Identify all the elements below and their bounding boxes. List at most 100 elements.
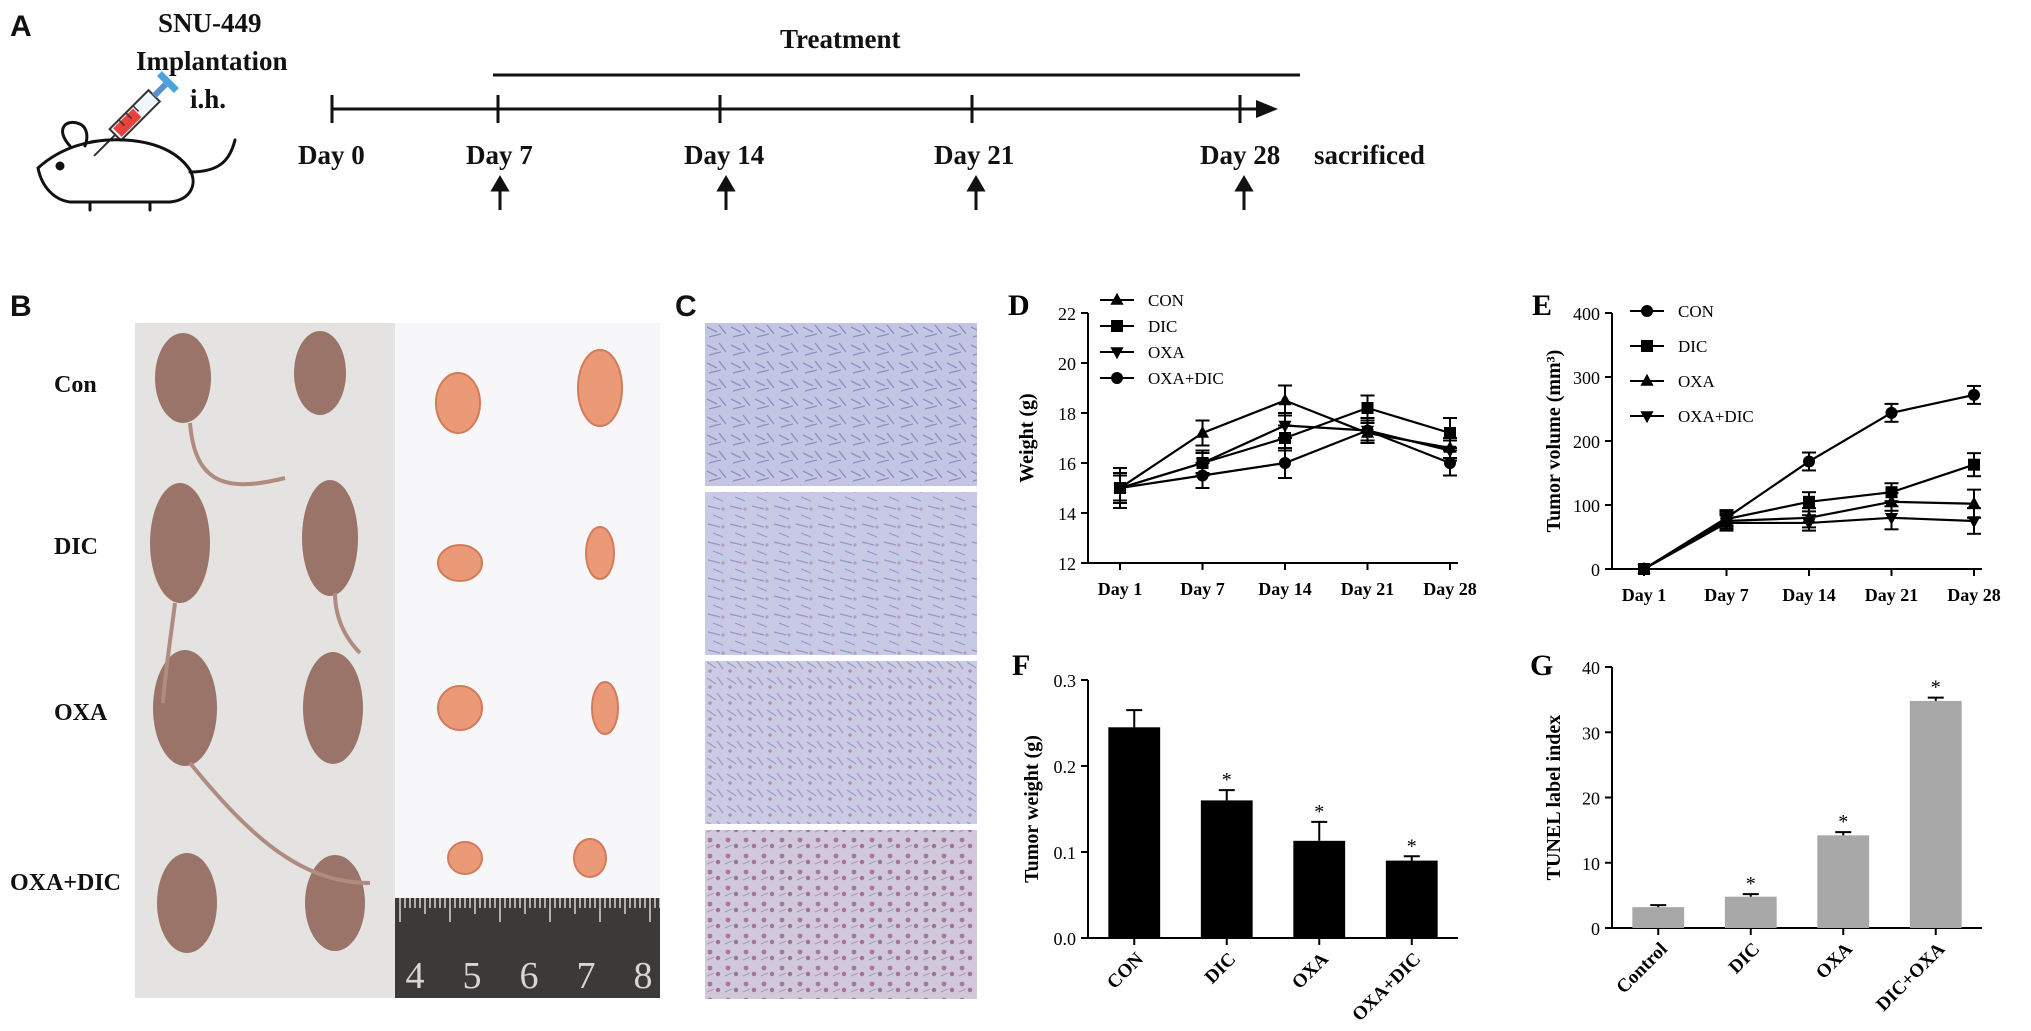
data-point bbox=[1802, 518, 1816, 531]
syringe-icon bbox=[93, 71, 179, 157]
panel-c-label: C bbox=[675, 290, 697, 323]
legend-marker bbox=[1641, 340, 1653, 352]
ihc-image-con bbox=[705, 323, 977, 486]
tumor-photo: 4 5 6 7 8 bbox=[395, 323, 660, 998]
data-point bbox=[1278, 420, 1292, 433]
bar bbox=[1108, 727, 1161, 938]
legend-marker bbox=[1111, 372, 1123, 384]
tumor-image bbox=[437, 685, 483, 731]
x-tick-label: Day 7 bbox=[1180, 579, 1225, 599]
treatment-label: Treatment bbox=[780, 24, 901, 54]
bar bbox=[1293, 840, 1346, 938]
x-tick-label: OXA bbox=[1288, 948, 1333, 993]
mouse-image bbox=[157, 853, 217, 953]
bar bbox=[1724, 896, 1777, 928]
x-tick-label: Day 21 bbox=[1865, 585, 1919, 605]
sacrificed-label: sacrificed bbox=[1314, 140, 1425, 170]
series-oxa-dic bbox=[1113, 417, 1457, 509]
mouse-icon bbox=[36, 121, 237, 212]
ruler-number: 7 bbox=[577, 955, 596, 997]
x-tick-label: DIC bbox=[1725, 939, 1764, 978]
y-tick-label: 0.3 bbox=[1054, 671, 1077, 691]
ruler bbox=[395, 898, 660, 998]
y-tick-label: 200 bbox=[1573, 432, 1600, 452]
y-axis-label: Weight (g) bbox=[1016, 393, 1038, 482]
tumor-image bbox=[577, 349, 623, 427]
group-label-con: Con bbox=[54, 372, 97, 398]
dosing-arrow-icon bbox=[1234, 175, 1254, 210]
y-tick-label: 0.0 bbox=[1054, 929, 1077, 949]
y-tick-label: 0 bbox=[1591, 919, 1600, 939]
timeline-day-28: Day 28 bbox=[1200, 140, 1281, 170]
tumor-image bbox=[447, 841, 483, 875]
timeline-day-21: Day 21 bbox=[934, 140, 1015, 170]
data-point bbox=[1444, 427, 1456, 439]
x-tick-label: OXA bbox=[1812, 938, 1857, 983]
ruler-number: 4 bbox=[406, 955, 425, 997]
significance-mark: * bbox=[1222, 769, 1232, 791]
x-tick-label: DIC bbox=[1201, 949, 1240, 988]
significance-mark: * bbox=[1746, 873, 1756, 895]
mouse-image bbox=[153, 650, 217, 766]
timeline-day-14: Day 14 bbox=[684, 140, 765, 170]
dosing-arrow-icon bbox=[966, 175, 986, 210]
bar bbox=[1817, 835, 1870, 928]
y-tick-label: 12 bbox=[1058, 554, 1076, 574]
data-point bbox=[1444, 457, 1456, 469]
ruler-number: 6 bbox=[520, 955, 539, 997]
series-oxa-dic bbox=[1637, 505, 1981, 577]
x-tick-label: CON bbox=[1103, 948, 1148, 993]
x-tick-label: Day 7 bbox=[1704, 585, 1749, 605]
bar bbox=[1385, 860, 1438, 938]
tumor-image bbox=[573, 838, 607, 878]
x-tick-label: Day 14 bbox=[1782, 585, 1836, 605]
data-point bbox=[1361, 424, 1374, 437]
ihc-images bbox=[705, 323, 977, 999]
data-point bbox=[1967, 516, 1981, 529]
data-point bbox=[1279, 457, 1291, 469]
y-tick-label: 10 bbox=[1582, 854, 1600, 874]
data-point bbox=[1195, 425, 1210, 438]
ihc-image-oxa-dic bbox=[705, 830, 977, 999]
legend-label: OXA bbox=[1148, 343, 1186, 362]
y-tick-label: 20 bbox=[1582, 789, 1600, 809]
panel-label: E bbox=[1532, 289, 1552, 322]
y-axis-label: TUNEL label index bbox=[1543, 715, 1565, 881]
data-point bbox=[1361, 402, 1374, 414]
legend-label: OXA+DIC bbox=[1678, 407, 1754, 426]
chart-panel-f: F 0.0 0.1 0.2 0.3 Tumor weight (g) CON * DIC * OXA… bbox=[1012, 649, 1458, 1026]
y-tick-label: 22 bbox=[1058, 304, 1076, 324]
panel-b-label: B bbox=[10, 290, 32, 323]
ihc-image-oxa bbox=[705, 661, 977, 824]
data-point bbox=[1114, 482, 1126, 494]
timeline-arrowhead bbox=[1256, 100, 1278, 118]
data-point bbox=[1884, 513, 1899, 525]
tumor-image bbox=[585, 526, 615, 580]
bar bbox=[1632, 907, 1685, 928]
dosing-arrow-icon bbox=[716, 175, 736, 210]
significance-mark: * bbox=[1931, 677, 1941, 699]
mouse-syringe-illustration bbox=[36, 71, 237, 212]
tumor-image bbox=[437, 544, 483, 582]
x-tick-label: Day 28 bbox=[1947, 585, 2001, 605]
y-tick-label: 18 bbox=[1058, 404, 1076, 424]
mice-photo bbox=[135, 323, 395, 998]
x-tick-label: Day 28 bbox=[1423, 579, 1477, 599]
y-axis-label: Tumor volume (mm³) bbox=[1543, 350, 1565, 533]
y-axis-label: Tumor weight (g) bbox=[1021, 735, 1043, 883]
significance-mark: * bbox=[1314, 801, 1324, 823]
x-tick-label: Day 14 bbox=[1258, 579, 1312, 599]
y-tick-label: 0 bbox=[1591, 560, 1600, 580]
group-label-dic: DIC bbox=[54, 534, 99, 560]
data-point bbox=[1968, 388, 1980, 401]
route-label: i.h. bbox=[190, 84, 227, 114]
legend-label: CON bbox=[1678, 302, 1714, 321]
data-point bbox=[1967, 496, 1981, 509]
chart-panel-e: E 0 100 200 300 400 Tumor volume (mm³) Day 1 Day… bbox=[1532, 289, 2001, 605]
ihc-image-dic bbox=[705, 492, 977, 655]
y-tick-label: 300 bbox=[1573, 368, 1600, 388]
ruler-number: 5 bbox=[463, 955, 482, 997]
chart-panel-d: D 12 14 16 18 20 22 Weight (g) Day 1 Day 7 Day 14 D… bbox=[1008, 289, 1477, 599]
panel-label: G bbox=[1530, 649, 1553, 682]
